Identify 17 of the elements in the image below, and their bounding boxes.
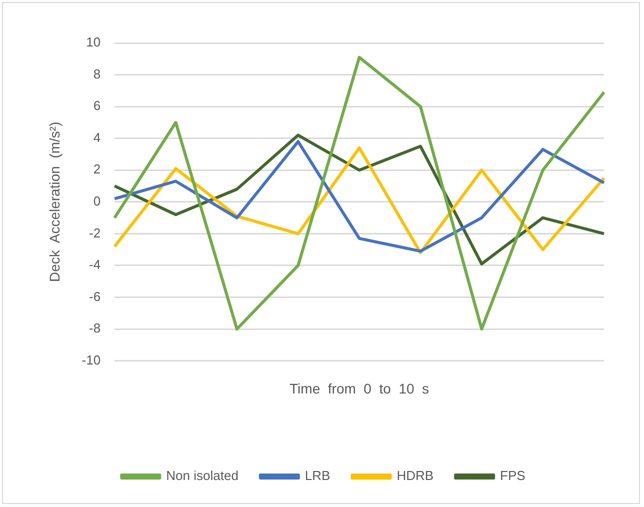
y-tick-label: -10 — [82, 352, 101, 368]
y-tick-label: 4 — [93, 130, 101, 145]
y-tick-label: 0 — [93, 193, 101, 208]
y-tick-label: -2 — [89, 225, 101, 240]
y-tick-label: -8 — [89, 320, 101, 336]
y-tick-label: 10 — [86, 34, 101, 50]
y-tick-label: 8 — [93, 66, 101, 82]
y-axis-title: Deck Acceleration (m/s²) — [46, 122, 62, 282]
y-tick-label: 6 — [93, 98, 101, 114]
legend-label: Non isolated — [166, 468, 238, 484]
y-tick-label: -6 — [89, 288, 101, 304]
legend-label: HDRB — [396, 468, 434, 484]
y-tick-label: -4 — [89, 257, 101, 272]
y-tick-label: 2 — [93, 162, 101, 177]
legend-label: FPS — [500, 468, 526, 484]
legend-label: LRB — [304, 468, 330, 484]
x-axis-title: Time from 0 to 10 s — [290, 380, 430, 396]
